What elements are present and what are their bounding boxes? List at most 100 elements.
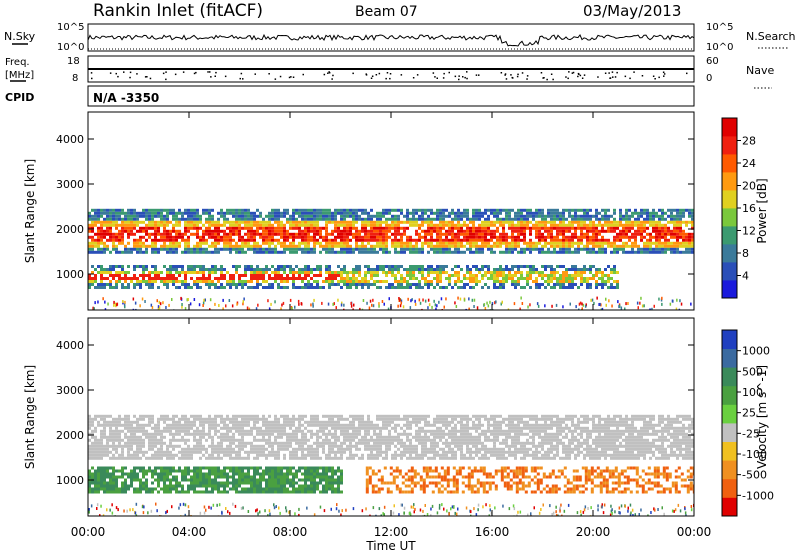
power-cell — [670, 241, 673, 245]
power-cell — [289, 271, 292, 274]
power-cell — [592, 220, 595, 224]
velocity-cell — [118, 429, 121, 433]
velocity-cell — [331, 417, 334, 421]
velocity-cell — [211, 441, 214, 445]
power-cell — [553, 223, 556, 227]
power-cell — [538, 283, 541, 286]
velocity-cell — [103, 453, 106, 457]
power-cell — [226, 280, 229, 283]
power-cell — [529, 229, 532, 233]
power-cell — [598, 277, 601, 280]
power-cell — [325, 220, 328, 224]
power-cell — [628, 244, 631, 248]
velocity-cell — [205, 432, 208, 436]
velocity-cell — [94, 426, 97, 430]
power-cell — [157, 274, 160, 277]
power-cell — [541, 265, 544, 268]
velocity-cell — [352, 426, 355, 430]
power-cell — [88, 283, 91, 286]
velocity-cell — [253, 426, 256, 430]
nave-point — [567, 77, 569, 80]
power-cell — [451, 220, 454, 224]
power-cell — [238, 247, 241, 251]
velocity-cell — [325, 426, 328, 430]
power-cell — [583, 226, 586, 230]
power-cell — [292, 214, 295, 218]
power-cell — [217, 238, 220, 242]
power-cell — [418, 208, 421, 212]
power-cell — [631, 241, 634, 245]
power-cell — [241, 280, 244, 283]
power-cell — [400, 211, 403, 215]
power-clutter — [529, 303, 531, 307]
power-cell — [688, 220, 691, 224]
velocity-cell — [316, 456, 319, 460]
power-cell — [133, 244, 136, 248]
velocity-cell — [310, 447, 313, 451]
power-clutter — [419, 301, 422, 305]
power-cell — [334, 241, 337, 245]
power-cell — [550, 211, 553, 215]
velocity-cell — [163, 450, 166, 454]
velocity-cell — [202, 444, 205, 448]
velocity-cell — [163, 429, 166, 433]
power-cell — [550, 235, 553, 239]
power-cell — [382, 250, 385, 254]
power-cell — [544, 241, 547, 245]
power-cell — [451, 208, 454, 212]
power-cell — [517, 226, 520, 230]
power-cell — [190, 265, 193, 268]
power-cell — [451, 211, 454, 215]
power-cell — [553, 277, 556, 280]
power-cell — [610, 226, 613, 230]
velocity-cell — [409, 444, 412, 448]
power-cell — [562, 247, 565, 251]
velocity-cell — [94, 441, 97, 445]
power-cell — [187, 247, 190, 251]
power-cell — [679, 217, 682, 221]
power-cell — [616, 220, 619, 224]
power-cell — [625, 208, 628, 212]
velocity-cell — [226, 435, 229, 439]
velocity-cell — [157, 441, 160, 445]
power-cell — [121, 265, 124, 268]
power-cell — [442, 238, 445, 242]
velocity-cell — [340, 432, 343, 436]
power-cell — [310, 208, 313, 212]
velocity-cell — [247, 432, 250, 436]
power-cell — [340, 286, 343, 289]
velocity-cell — [349, 453, 352, 457]
power-cell — [628, 217, 631, 221]
velocity-cell — [127, 450, 130, 454]
power-clutter — [243, 297, 245, 301]
power-cell — [553, 286, 556, 289]
power-cell — [313, 208, 316, 212]
velocity-cell — [202, 435, 205, 439]
velocity-cell — [295, 441, 298, 445]
nave-point — [568, 71, 570, 73]
velocity-cell — [187, 423, 190, 427]
power-cell — [580, 232, 583, 236]
velocity-cell — [307, 450, 310, 454]
velocity-cell — [379, 450, 382, 454]
power-cell — [439, 220, 442, 224]
power-cell — [196, 265, 199, 268]
power-cell — [364, 226, 367, 230]
power-cell — [367, 286, 370, 289]
velocity-cell — [256, 429, 259, 433]
power-cell — [358, 208, 361, 212]
power-cell — [220, 277, 223, 280]
noise-right-tick-top: 10^5 — [706, 22, 733, 33]
velocity-cell — [409, 420, 412, 424]
velocity-cell — [289, 456, 292, 460]
velocity-cell — [319, 426, 322, 430]
power-cell — [565, 226, 568, 230]
power-cell — [667, 238, 670, 242]
power-cell — [328, 286, 331, 289]
power-cell — [457, 247, 460, 251]
velocity-cell — [220, 432, 223, 436]
power-clutter — [184, 307, 187, 310]
power-cell — [613, 211, 616, 215]
power-cell — [391, 241, 394, 245]
power-cell — [145, 244, 148, 248]
